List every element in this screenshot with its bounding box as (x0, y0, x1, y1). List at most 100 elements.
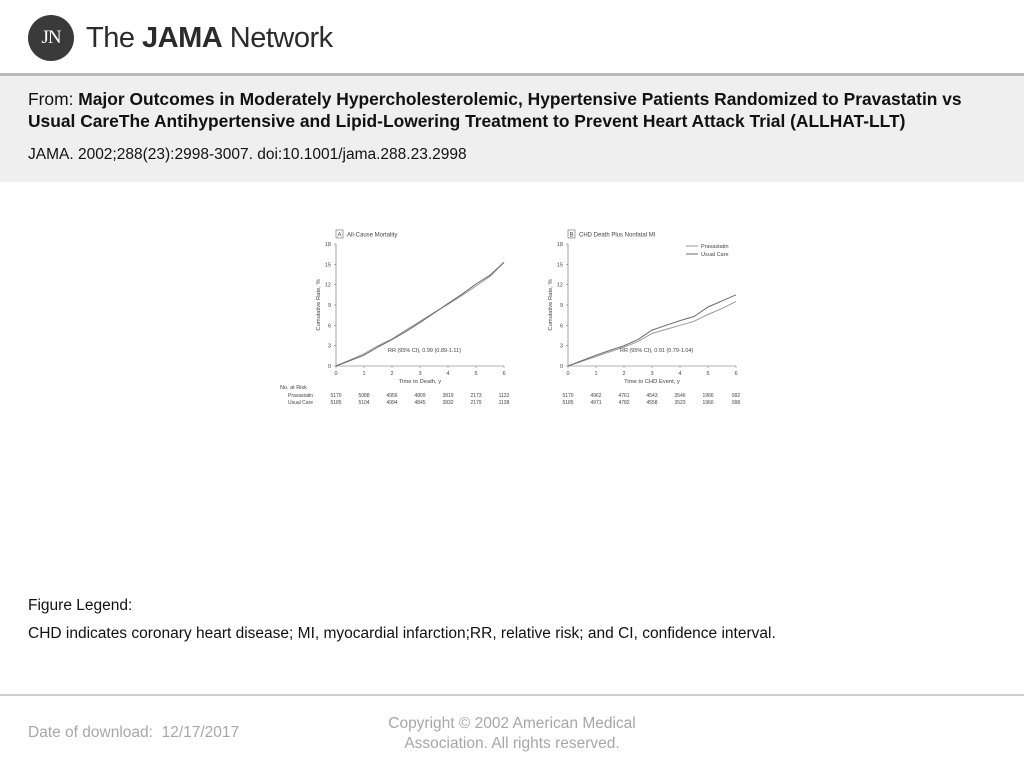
figure-legend-heading: Figure Legend: (28, 597, 133, 614)
y-tick-label: 9 (560, 303, 563, 309)
y-tick-label: 3 (328, 344, 331, 350)
y-tick-label: 3 (560, 344, 563, 350)
x-tick-label: 1 (362, 371, 365, 377)
y-tick-label: 18 (325, 242, 331, 248)
at-risk-usual-care: 5185 (330, 400, 341, 406)
panel-letter: B (569, 233, 573, 239)
at-risk-pravastatin: 3546 (674, 393, 685, 399)
figure-legend-text: CHD indicates coronary heart disease; MI… (28, 625, 776, 642)
at-risk-usual-care: 4994 (386, 400, 397, 406)
y-tick-label: 6 (328, 323, 331, 329)
x-axis-label: Time to CHD Event, y (624, 379, 680, 385)
series-line-pravastatin (567, 301, 737, 367)
panel-letter-box (567, 229, 576, 239)
series-line-pravastatin (335, 261, 505, 367)
figure-panel: A All-Cause Mortality 0 3 6 9 12 15 18 0 1 2 3 4 5 6 Tim… (276, 226, 756, 408)
at-risk-usual-care: 4558 (646, 400, 657, 406)
y-tick-label: 15 (325, 262, 331, 268)
copyright-notice: Copyright © 2002 American Medical Associ… (362, 714, 662, 754)
at-risk-usual-care: 4971 (590, 400, 601, 406)
x-axis-label: Time to Death, y (399, 379, 441, 385)
at-risk-pravastatin: 2173 (470, 393, 481, 399)
legend-label: Usual Care (701, 252, 729, 258)
at-risk-usual-care: 2179 (470, 400, 481, 406)
at-risk-usual-care: 5104 (358, 400, 369, 406)
copyright-line-2: Association. All rights reserved. (404, 735, 620, 752)
x-tick-label: 6 (734, 371, 737, 377)
figure-legend: Figure Legend: CHD indicates coronary he… (28, 597, 998, 643)
at-risk-usual-care: 3523 (674, 400, 685, 406)
y-tick-label: 12 (325, 283, 331, 289)
y-tick-label: 0 (560, 364, 563, 370)
x-tick-label: 5 (706, 371, 709, 377)
brand-suffix: Network (229, 21, 333, 54)
brand-bold: JAMA (142, 21, 223, 54)
article-citation: JAMA. 2002;288(23):2998-3007. doi:10.100… (28, 146, 467, 163)
x-tick-label: 1 (594, 371, 597, 377)
at-risk-pravastatin: 1132 (499, 393, 510, 399)
jn-monogram-icon: JN (28, 15, 74, 61)
article-title-text: Major Outcomes in Moderately Hypercholes… (28, 89, 962, 131)
x-tick-label: 6 (502, 371, 505, 377)
series-line-usual-care (335, 261, 505, 367)
panel-title: All-Cause Mortality (347, 233, 397, 239)
y-tick-label: 12 (557, 283, 563, 289)
jama-network-logo: JN The JAMA Network (28, 14, 333, 62)
x-tick-label: 2 (622, 371, 625, 377)
x-tick-label: 4 (446, 371, 449, 377)
from-label: From: (28, 89, 74, 109)
panel-letter: A (337, 233, 341, 239)
y-tick-label: 0 (328, 364, 331, 370)
at-risk-pravastatin: 1966 (702, 393, 713, 399)
at-risk-pravastatin: 4761 (618, 393, 629, 399)
download-date-value: 12/17/2017 (161, 724, 240, 741)
rr-annotation: RR (95% CI), 0.99 (0.89-1.11) (388, 348, 461, 354)
footer-divider (0, 694, 1024, 696)
x-tick-label: 3 (650, 371, 653, 377)
at-risk-pravastatin: 4956 (386, 393, 397, 399)
at-risk-usual-care: 998 (732, 400, 741, 406)
panel-title: CHD Death Plus Nonfatal MI (579, 233, 656, 239)
x-tick-label: 4 (678, 371, 681, 377)
x-tick-label: 3 (418, 371, 421, 377)
at-risk-pravastatin: 4962 (590, 393, 601, 399)
y-axis-label: Cumulative Rate, % (548, 279, 554, 330)
at-risk-usual-care: 3832 (442, 400, 453, 406)
at-risk-usual-care: 5185 (562, 400, 573, 406)
risk-table-title: No. at Risk (280, 385, 307, 391)
panel-letter-box (335, 229, 344, 239)
at-risk-usual-care: 1138 (499, 400, 510, 406)
at-risk-pravastatin: 4809 (414, 393, 425, 399)
series-line-usual-care (567, 294, 737, 367)
y-tick-label: 9 (328, 303, 331, 309)
at-risk-pravastatin: 4543 (646, 393, 657, 399)
x-tick-label: 5 (474, 371, 477, 377)
x-tick-label: 0 (334, 371, 337, 377)
y-tick-label: 18 (557, 242, 563, 248)
at-risk-pravastatin: 5088 (358, 393, 369, 399)
at-risk-usual-care: 1960 (702, 400, 713, 406)
download-date: Date of download: 12/17/2017 (28, 724, 239, 742)
article-title: From: Major Outcomes in Moderately Hyper… (28, 88, 1003, 132)
x-tick-label: 0 (566, 371, 569, 377)
at-risk-usual-care: 4845 (414, 400, 425, 406)
y-tick-label: 15 (557, 262, 563, 268)
at-risk-pravastatin: 992 (732, 393, 741, 399)
at-risk-pravastatin: 5170 (562, 393, 573, 399)
brand-prefix: The (86, 21, 135, 54)
copyright-line-1: Copyright © 2002 American Medical (388, 715, 636, 732)
download-label: Date of download: (28, 724, 153, 741)
at-risk-pravastatin: 5170 (330, 393, 341, 399)
y-axis-label: Cumulative Rate, % (316, 279, 322, 330)
risk-row-label: Usual Care (288, 400, 313, 406)
article-header: From: Major Outcomes in Moderately Hyper… (0, 73, 1024, 182)
legend-label: Pravastatin (701, 244, 729, 250)
rr-annotation: RR (95% CI), 0.91 (0.79-1.04) (620, 348, 694, 354)
risk-row-label: Pravastatin (288, 393, 313, 399)
y-tick-label: 6 (560, 323, 563, 329)
brand-wordmark: The JAMA Network (86, 22, 333, 55)
at-risk-usual-care: 4782 (618, 400, 629, 406)
at-risk-pravastatin: 3819 (442, 393, 453, 399)
x-tick-label: 2 (390, 371, 393, 377)
